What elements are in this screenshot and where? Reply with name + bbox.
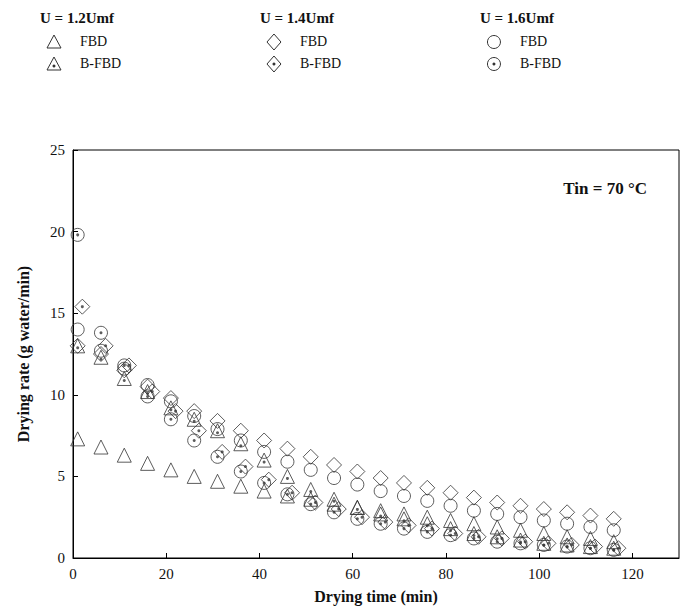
svg-text:10: 10	[50, 387, 65, 403]
svg-text:B-FBD: B-FBD	[520, 56, 561, 71]
svg-text:40: 40	[252, 566, 267, 582]
svg-text:60: 60	[345, 566, 360, 582]
svg-text:25: 25	[50, 142, 65, 158]
svg-text:U = 1.6Umf: U = 1.6Umf	[480, 10, 555, 26]
svg-text:FBD: FBD	[300, 34, 327, 49]
svg-text:0: 0	[69, 566, 77, 582]
svg-text:U = 1.4Umf: U = 1.4Umf	[260, 10, 335, 26]
svg-text:Drying time (min): Drying time (min)	[314, 588, 438, 606]
svg-text:B-FBD: B-FBD	[80, 56, 121, 71]
svg-text:100: 100	[528, 566, 551, 582]
svg-text:B-FBD: B-FBD	[300, 56, 341, 71]
svg-text:U = 1.2Umf: U = 1.2Umf	[40, 10, 115, 26]
svg-text:120: 120	[621, 566, 644, 582]
svg-text:FBD: FBD	[80, 34, 107, 49]
svg-text:80: 80	[438, 566, 453, 582]
svg-text:15: 15	[50, 305, 65, 321]
svg-text:5: 5	[58, 468, 66, 484]
svg-text:20: 20	[159, 566, 174, 582]
svg-text:Tin = 70 °C: Tin = 70 °C	[563, 179, 647, 198]
svg-text:0: 0	[58, 550, 66, 566]
svg-text:FBD: FBD	[520, 34, 547, 49]
svg-text:Drying rate (g water/min): Drying rate (g water/min)	[15, 266, 33, 442]
svg-text:20: 20	[50, 224, 65, 240]
